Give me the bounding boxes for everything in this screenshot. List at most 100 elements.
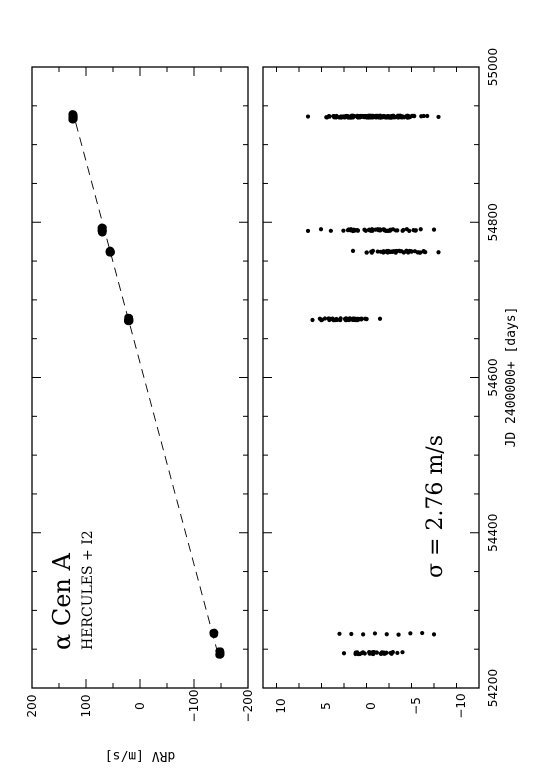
data-point xyxy=(400,228,405,233)
data-point xyxy=(413,228,418,233)
trend-line xyxy=(73,116,219,654)
y-tick-label: 200 xyxy=(25,695,39,718)
data-point xyxy=(356,316,361,322)
data-point xyxy=(384,249,390,255)
upper-y-tick-labels: 200 100 0 −100 −200 xyxy=(25,690,255,723)
data-point xyxy=(346,227,351,232)
data-point xyxy=(98,224,106,232)
data-point xyxy=(328,228,333,233)
data-point xyxy=(209,628,217,637)
sigma-label: σ = 2.76 m/s xyxy=(423,435,448,578)
x-tick-label: 54600 xyxy=(486,358,500,396)
data-point xyxy=(364,250,369,255)
data-point xyxy=(337,317,342,322)
upper-panel: α Cen A HERCULES + I2 200 100 0 −100 −200 xyxy=(25,66,255,723)
y-tick-label: 10 xyxy=(274,698,288,713)
data-point xyxy=(375,249,380,254)
data-point xyxy=(369,249,374,254)
data-point xyxy=(404,227,409,232)
upper-data-points xyxy=(68,110,225,659)
x-axis-title: JD 2400000+ [days] xyxy=(504,307,519,448)
data-point xyxy=(385,228,390,233)
data-point xyxy=(124,317,133,326)
data-point xyxy=(318,227,324,232)
data-point xyxy=(350,248,356,253)
x-tick-label: 54400 xyxy=(486,514,500,552)
data-point xyxy=(383,115,388,120)
lower-y-tick-labels: 10 5 0 −5 −10 xyxy=(274,693,468,718)
data-point xyxy=(393,228,399,233)
data-point xyxy=(361,632,366,637)
data-point xyxy=(329,317,334,322)
lower-ticks xyxy=(263,66,480,689)
data-point xyxy=(372,631,378,636)
data-point xyxy=(350,317,356,323)
y-tick-label: 0 xyxy=(133,702,147,710)
data-point xyxy=(343,114,348,119)
data-point xyxy=(431,632,437,637)
data-point xyxy=(384,650,389,655)
data-point xyxy=(366,227,372,233)
data-point xyxy=(349,631,354,637)
data-point xyxy=(379,650,385,655)
data-point xyxy=(342,316,348,321)
data-point xyxy=(403,249,409,254)
y-tick-label: −200 xyxy=(241,690,255,723)
data-point xyxy=(378,249,383,254)
data-point xyxy=(341,228,346,233)
data-point xyxy=(337,631,342,636)
upper-annotation: α Cen A HERCULES + I2 xyxy=(48,530,96,650)
data-point xyxy=(68,116,76,124)
data-point xyxy=(400,650,405,655)
x-tick-label: 55000 xyxy=(486,48,500,86)
x-tick-label: 54800 xyxy=(486,203,500,241)
data-point xyxy=(355,227,360,233)
x-tick-label: 54200 xyxy=(486,669,500,707)
lower-panel-frame xyxy=(262,66,480,689)
data-point xyxy=(377,316,383,321)
data-point xyxy=(395,650,400,656)
data-point xyxy=(363,316,368,321)
star-label: α Cen A xyxy=(48,553,76,650)
data-point xyxy=(395,114,400,119)
upper-ticks xyxy=(31,66,249,689)
data-point xyxy=(368,113,373,119)
data-point xyxy=(355,114,360,120)
data-point xyxy=(425,113,430,119)
data-point xyxy=(411,113,417,118)
y-axis-title: dRV [m/s] xyxy=(105,748,175,763)
data-point xyxy=(419,114,424,119)
data-point xyxy=(346,316,351,322)
data-point xyxy=(353,651,358,657)
data-point xyxy=(423,250,428,255)
data-point xyxy=(416,250,421,255)
data-point xyxy=(322,316,328,321)
lower-panel: σ = 2.76 m/s 10 5 0 −5 −10 xyxy=(262,66,480,719)
data-point xyxy=(389,651,394,656)
data-point xyxy=(337,115,342,120)
data-point xyxy=(362,227,367,232)
data-point xyxy=(359,650,365,656)
y-tick-label: 5 xyxy=(319,702,333,710)
data-point xyxy=(392,249,398,254)
data-point xyxy=(216,648,224,656)
x-tick-labels: 54200 54400 54600 54800 55000 xyxy=(486,48,500,707)
data-point xyxy=(377,227,383,232)
data-point xyxy=(305,228,311,234)
data-point xyxy=(310,317,315,323)
data-point xyxy=(324,115,330,120)
y-tick-label: 100 xyxy=(79,695,93,718)
data-point xyxy=(361,114,366,119)
data-point xyxy=(412,249,417,254)
data-point xyxy=(396,632,401,637)
data-point xyxy=(418,227,423,232)
data-point xyxy=(374,650,379,655)
data-point xyxy=(431,227,437,232)
data-point xyxy=(436,114,441,120)
data-point xyxy=(341,651,347,656)
data-point xyxy=(371,651,376,656)
y-tick-label: −5 xyxy=(409,697,423,715)
y-tick-label: −10 xyxy=(454,693,468,718)
data-point xyxy=(106,246,114,254)
